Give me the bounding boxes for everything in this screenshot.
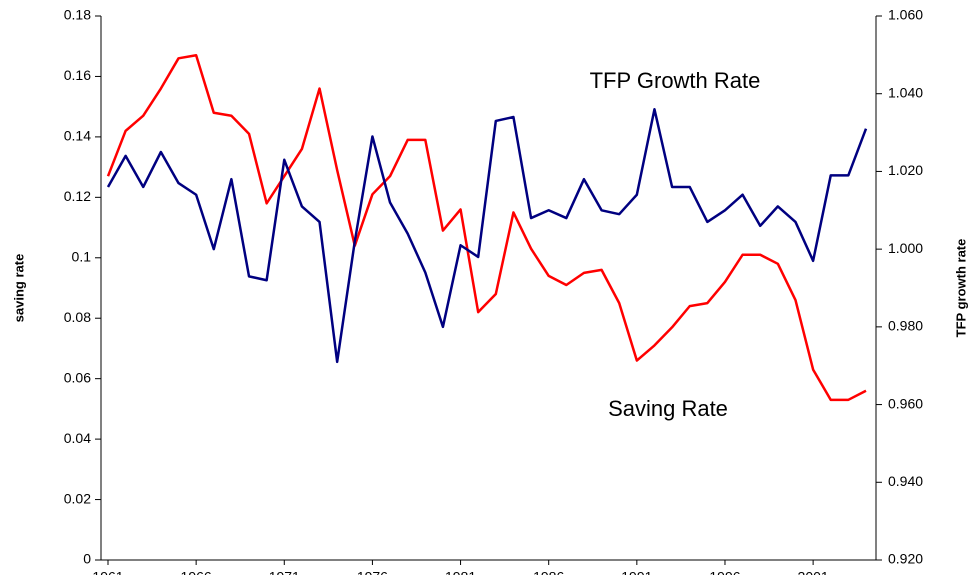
y2-tick-label: 0.960 — [888, 395, 923, 411]
y2-axis-title: TFP growth rate — [953, 239, 968, 338]
x-tick-label: 1966 — [181, 569, 212, 575]
annotation: TFP Growth Rate — [590, 68, 761, 93]
y-tick-label: 0.14 — [64, 128, 91, 144]
y-tick-label: 0.1 — [72, 248, 92, 264]
y2-tick-label: 1.020 — [888, 162, 923, 178]
y-tick-label: 0 — [83, 551, 91, 567]
x-tick-label: 1961 — [92, 569, 123, 575]
x-tick-label: 1976 — [357, 569, 388, 575]
y-tick-label: 0.08 — [64, 309, 91, 325]
y-axis-title: saving rate — [11, 254, 26, 323]
y2-tick-label: 0.940 — [888, 473, 923, 489]
y-tick-label: 0.02 — [64, 490, 91, 506]
y2-tick-label: 0.920 — [888, 551, 923, 567]
series-line — [106, 108, 868, 364]
series-line — [106, 54, 867, 402]
y-tick-label: 0.04 — [64, 430, 91, 446]
y-tick-label: 0.16 — [64, 67, 91, 83]
x-tick-label: 1971 — [269, 569, 300, 575]
y2-tick-label: 1.040 — [888, 84, 923, 100]
annotation: Saving Rate — [608, 396, 728, 421]
y2-tick-label: 0.980 — [888, 318, 923, 334]
x-tick-label: 1996 — [709, 569, 740, 575]
x-tick-label: 1981 — [445, 569, 476, 575]
x-tick-label: 1991 — [621, 569, 652, 575]
y2-tick-label: 1.000 — [888, 240, 923, 256]
x-tick-label: 1986 — [533, 569, 564, 575]
y-tick-label: 0.18 — [64, 7, 91, 23]
x-tick-label: 2001 — [798, 569, 829, 575]
y-tick-label: 0.12 — [64, 188, 91, 204]
y2-tick-label: 1.060 — [888, 7, 923, 23]
y-tick-label: 0.06 — [64, 369, 91, 385]
